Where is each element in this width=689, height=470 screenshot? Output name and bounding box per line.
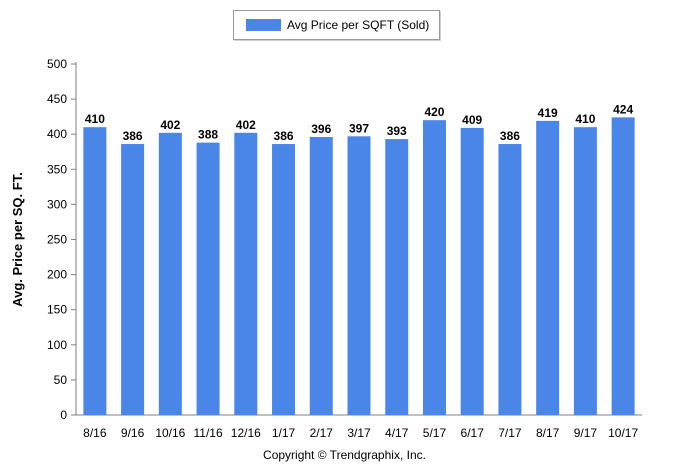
bar: [158, 132, 182, 415]
legend-label: Avg Price per SQFT (Sold): [287, 18, 430, 32]
legend-swatch: [246, 19, 281, 31]
data-label: 410: [85, 112, 105, 126]
x-tick-label: 1/17: [272, 426, 296, 440]
data-label: 420: [424, 105, 444, 119]
y-tick-label: 400: [47, 127, 67, 141]
x-tick-label: 8/17: [536, 426, 560, 440]
y-tick-label: 0: [60, 408, 67, 422]
y-tick-label: 300: [47, 197, 67, 211]
y-tick-label: 350: [47, 162, 67, 176]
x-tick-label: 6/17: [461, 426, 485, 440]
data-label: 409: [462, 113, 482, 127]
bar: [121, 144, 145, 415]
copyright-footer: Copyright © Trendgraphix, Inc.: [263, 448, 426, 462]
bar: [611, 117, 635, 416]
data-label: 410: [575, 112, 595, 126]
y-tick-label: 200: [47, 268, 67, 282]
y-tick-label: 50: [54, 373, 68, 387]
bar: [83, 127, 107, 416]
bar: [385, 139, 409, 415]
data-label: 402: [160, 118, 180, 132]
data-label: 393: [387, 124, 407, 138]
data-label: 388: [198, 128, 218, 142]
x-tick-label: 3/17: [347, 426, 371, 440]
bar: [573, 127, 597, 416]
x-tick-label: 11/16: [193, 426, 222, 440]
x-tick-label: 9/16: [121, 426, 145, 440]
x-tick-label: 9/17: [574, 426, 598, 440]
y-tick-label: 450: [47, 92, 67, 106]
y-tick-label: 150: [47, 303, 67, 317]
y-tick-label: 100: [47, 338, 67, 352]
x-tick-label: 2/17: [310, 426, 334, 440]
data-label: 402: [236, 118, 256, 132]
legend: Avg Price per SQFT (Sold): [233, 10, 440, 40]
x-tick-label: 10/16: [155, 426, 185, 440]
y-tick-label: 250: [47, 233, 67, 247]
bar: [234, 132, 258, 415]
bar: [498, 144, 522, 415]
bar: [536, 120, 560, 415]
y-axis-title: Avg. Price per SQ. FT.: [10, 172, 25, 307]
bar: [347, 136, 371, 415]
x-tick-label: 5/17: [423, 426, 447, 440]
x-tick-label: 12/16: [231, 426, 261, 440]
bar: [272, 144, 296, 415]
x-tick-label: 7/17: [498, 426, 522, 440]
x-tick-label: 8/16: [83, 426, 107, 440]
data-label: 397: [349, 121, 369, 135]
bar: [196, 142, 220, 415]
x-tick-label: 10/17: [608, 426, 638, 440]
bar: [422, 120, 446, 415]
data-label: 386: [274, 129, 294, 143]
data-label: 386: [123, 129, 143, 143]
data-label: 396: [311, 122, 331, 136]
bar: [309, 137, 333, 415]
bar: [460, 127, 484, 415]
x-tick-label: 4/17: [385, 426, 409, 440]
data-label: 424: [613, 102, 633, 116]
data-label: 419: [538, 106, 558, 120]
data-label: 386: [500, 129, 520, 143]
y-tick-label: 500: [47, 57, 67, 71]
